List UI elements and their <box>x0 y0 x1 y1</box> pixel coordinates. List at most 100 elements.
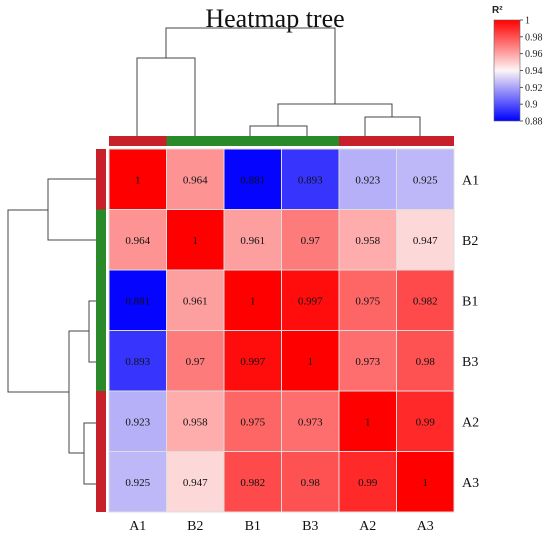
cell-value-label: 1 <box>423 477 429 489</box>
cell-value-label: 0.958 <box>183 416 208 428</box>
heatmap-cell <box>338 451 397 513</box>
heatmap-cell <box>338 390 397 452</box>
row-group-bar <box>96 391 106 452</box>
cell-value-label: 0.973 <box>298 416 323 428</box>
column-dendrogram-link <box>364 116 421 136</box>
heatmap-cell <box>281 390 340 452</box>
cell-value-label: 0.982 <box>413 295 438 307</box>
cell-value-label: 0.958 <box>355 235 380 247</box>
cell-value-label: 0.964 <box>183 174 208 186</box>
cell-value-label: 0.99 <box>358 477 378 489</box>
column-label: A2 <box>359 519 376 534</box>
cell-value-label: 1 <box>193 235 199 247</box>
color-scale-tick-label: 0.98 <box>525 32 543 43</box>
row-dendrogram-link <box>83 422 96 485</box>
cell-value-label: 0.925 <box>413 174 438 186</box>
column-label: B1 <box>245 519 261 534</box>
heatmap-cell <box>223 148 282 210</box>
heatmap-cell <box>108 269 167 331</box>
cell-value-label: 0.982 <box>240 477 265 489</box>
row-dendrogram-link <box>7 209 69 393</box>
column-group-bar <box>396 136 454 146</box>
column-label: A3 <box>417 519 434 534</box>
color-scale-tick-label: 0.88 <box>525 117 543 128</box>
color-scale-tick-label: 0.9 <box>525 100 538 111</box>
cell-value-label: 0.893 <box>125 356 150 368</box>
column-group-bar <box>281 136 339 146</box>
cell-value-label: 0.881 <box>125 295 150 307</box>
cell-value-label: 0.947 <box>413 235 438 247</box>
heatmap-cell <box>338 209 397 271</box>
cell-value-label: 0.961 <box>183 295 208 307</box>
cell-value-label: 1 <box>308 356 314 368</box>
heatmap-cell <box>166 330 225 392</box>
cell-value-label: 0.947 <box>183 477 208 489</box>
column-label: A1 <box>129 519 146 534</box>
column-dendrogram-link <box>136 57 196 136</box>
color-scale-tick-label: 0.94 <box>525 66 543 77</box>
cell-value-label: 0.98 <box>301 477 321 489</box>
heatmap-cell <box>396 269 455 331</box>
heatmap-cell <box>396 148 455 210</box>
cell-value-label: 0.997 <box>240 356 265 368</box>
cell-value-label: 0.975 <box>240 416 265 428</box>
heatmap-cell <box>223 451 282 513</box>
heatmap-cell <box>166 451 225 513</box>
heatmap-cell <box>166 269 225 331</box>
row-label: A1 <box>462 173 479 188</box>
heatmap-cell <box>396 209 455 271</box>
heatmap-cell <box>108 330 167 392</box>
heatmap-cell <box>108 451 167 513</box>
cell-value-label: 1 <box>135 174 141 186</box>
cell-value-label: 0.964 <box>125 235 150 247</box>
color-scale-tick-label: 0.92 <box>525 83 543 94</box>
heatmap-cell <box>281 330 340 392</box>
color-scale-bar <box>493 19 521 122</box>
cell-value-label: 0.97 <box>301 235 321 247</box>
column-dendrogram-link <box>249 125 308 136</box>
column-dendrogram-link <box>277 103 393 126</box>
cell-value-label: 1 <box>250 295 256 307</box>
column-group-bar <box>339 136 397 146</box>
heatmap-cell <box>166 390 225 452</box>
cell-value-label: 0.923 <box>355 174 380 186</box>
row-group-bar <box>96 149 106 210</box>
heatmap-cell <box>281 451 340 513</box>
cell-value-label: 0.893 <box>298 174 323 186</box>
color-scale-title: R² <box>492 5 503 16</box>
row-dendrogram-link <box>68 330 89 454</box>
cell-value-label: 0.881 <box>240 174 265 186</box>
heatmap-cell <box>396 330 455 392</box>
row-label: A2 <box>462 415 479 430</box>
heatmap-cell <box>108 148 167 210</box>
cell-value-label: 1 <box>365 416 371 428</box>
color-scale-tick-label: 0.96 <box>525 49 543 60</box>
row-label: B1 <box>462 294 478 309</box>
cell-value-label: 0.975 <box>355 295 380 307</box>
cell-value-label: 0.97 <box>186 356 206 368</box>
cell-value-label: 0.997 <box>298 295 323 307</box>
row-dendrogram-link <box>47 178 96 241</box>
heatmap-cell <box>396 451 455 513</box>
row-label: A3 <box>462 476 479 491</box>
cell-value-label: 0.98 <box>416 356 436 368</box>
cell-value-label: 0.99 <box>416 416 436 428</box>
row-group-bar <box>96 330 106 391</box>
heatmap-cell <box>338 148 397 210</box>
row-group-bar <box>96 451 106 512</box>
column-group-bar <box>109 136 167 146</box>
cell-value-label: 0.961 <box>240 235 265 247</box>
color-scale-tick-label: 1 <box>525 16 530 27</box>
column-label: B2 <box>187 519 203 534</box>
row-group-bar <box>96 270 106 331</box>
row-dendrogram-link <box>88 300 96 363</box>
cell-value-label: 0.923 <box>125 416 150 428</box>
cell-value-label: 0.925 <box>125 477 150 489</box>
heatmap-cell <box>281 148 340 210</box>
column-group-bar <box>224 136 282 146</box>
row-label: B3 <box>462 355 478 370</box>
column-group-bar <box>166 136 224 146</box>
heatmap-cell <box>396 390 455 452</box>
